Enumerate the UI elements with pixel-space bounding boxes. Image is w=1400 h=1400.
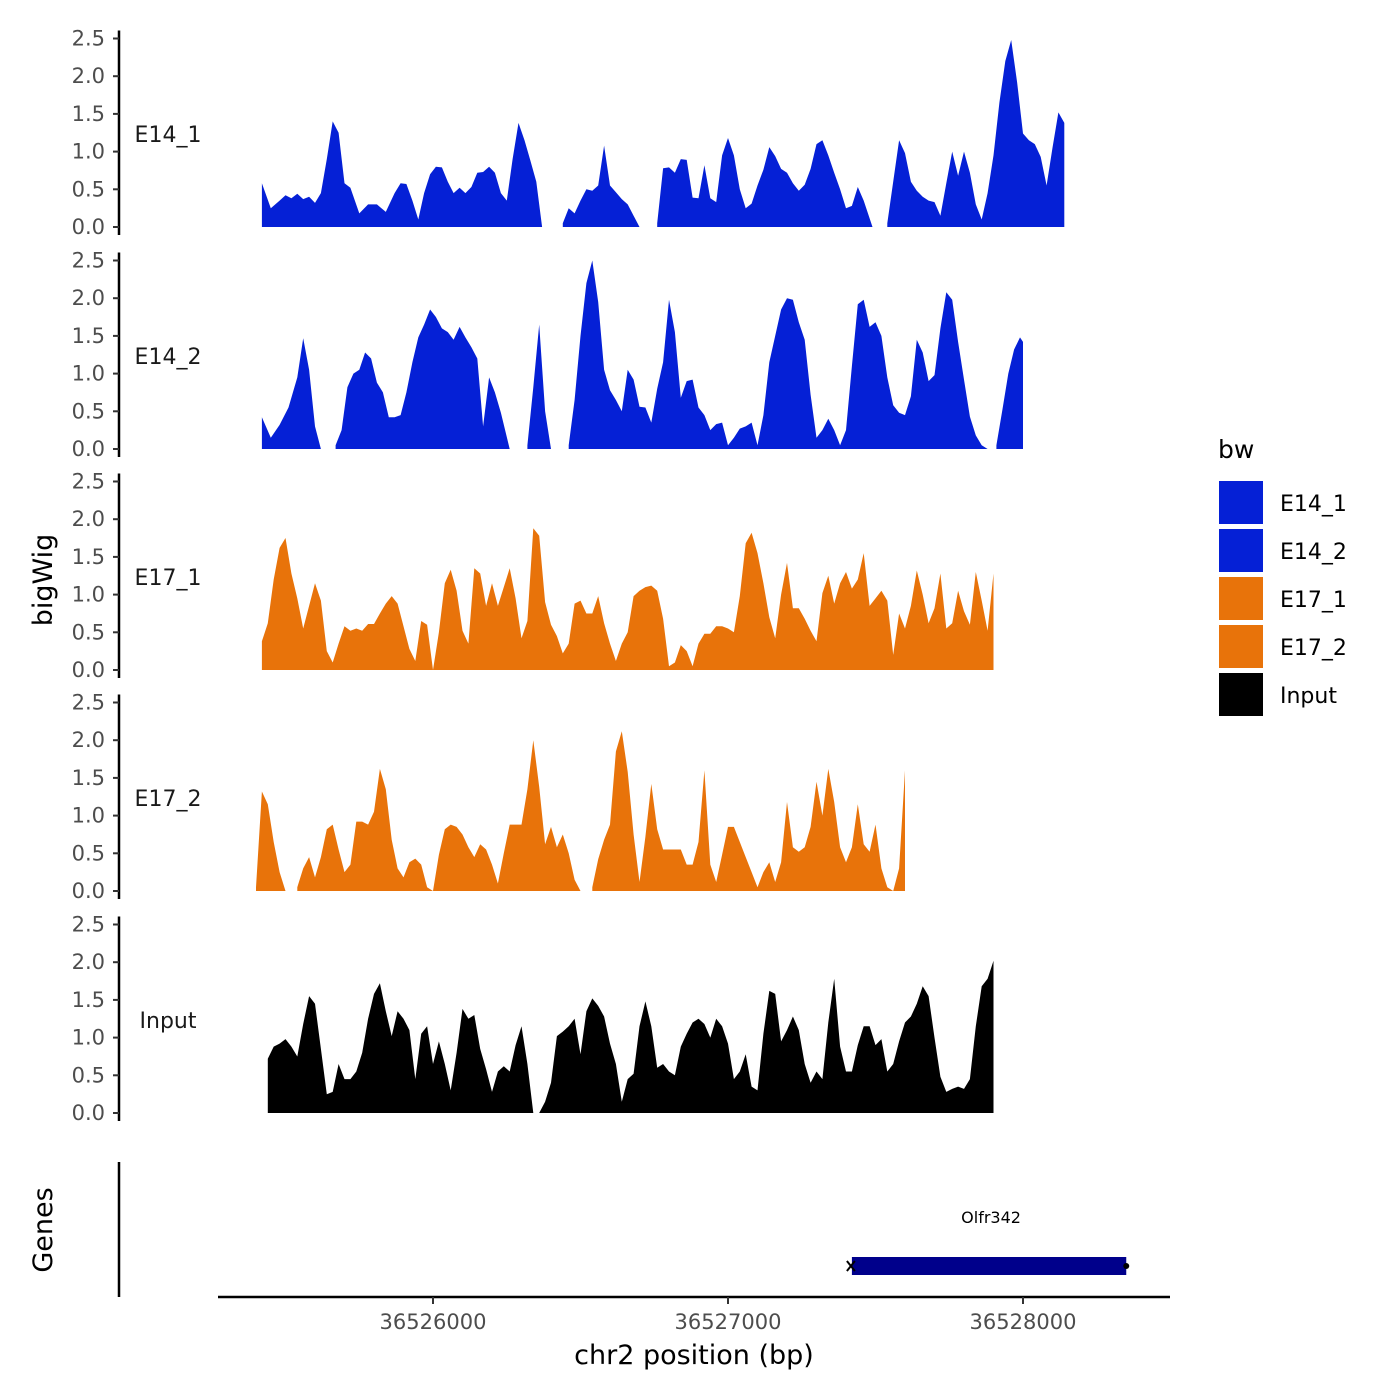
x-tick-label: 36528000 (970, 1310, 1077, 1334)
gene-end-marker (1123, 1263, 1130, 1269)
track-E17_1: 0.0 0.5 1.0 1.5 2.0 2.5 E17_1 (72, 470, 994, 682)
legend: bw E14_1 E14_2 E17_1 E17_2 Input (1217, 435, 1347, 718)
y-tick-label: 1.5 (72, 545, 105, 569)
track-label: Input (140, 1009, 197, 1034)
legend-swatch (1217, 671, 1265, 718)
y-tick-label: 1.0 (72, 362, 105, 386)
track-label: E17_2 (135, 787, 202, 812)
legend-item: E14_2 (1217, 527, 1347, 574)
track-Input: 0.0 0.5 1.0 1.5 2.0 2.5 Input (72, 913, 994, 1125)
coverage-area-E14_1 (261, 40, 1065, 227)
y-tick-label: 2.0 (72, 728, 105, 752)
y-tick-label: 0.0 (72, 1101, 105, 1125)
coverage-area-E17_2 (256, 731, 905, 891)
y-tick-label: 2.5 (72, 913, 105, 937)
y-tick-label: 1.5 (72, 324, 105, 348)
y-tick-label: 0.0 (72, 437, 105, 461)
x-axis-title: chr2 position (bp) (574, 1340, 814, 1371)
track-E14_1: 0.0 0.5 1.0 1.5 2.0 2.5 E14_1 (72, 27, 1065, 239)
gene-track: Olfr342 (117, 1162, 1130, 1297)
track-E17_2: 0.0 0.5 1.0 1.5 2.0 2.5 E17_2 (72, 691, 905, 903)
y-tick-label: 2.0 (72, 286, 105, 310)
x-tick-label: 36526000 (380, 1310, 487, 1334)
y-tick-label: 2.0 (72, 64, 105, 88)
y-tick-label: 0.5 (72, 1063, 105, 1087)
legend-title: bw (1218, 435, 1254, 464)
track-label: E14_1 (135, 123, 202, 148)
coverage-area-Input (267, 960, 994, 1113)
legend-item: E17_2 (1217, 623, 1347, 670)
gene-body (851, 1257, 1127, 1275)
track-E14_2: 0.0 0.5 1.0 1.5 2.0 2.5 E14_2 (72, 249, 1023, 461)
x-tick-label: 36527000 (675, 1310, 782, 1334)
y-tick-label: 1.0 (72, 583, 105, 607)
y-tick-label: 0.0 (72, 658, 105, 682)
y-tick-label: 0.5 (72, 620, 105, 644)
gene-start-marker (846, 1260, 856, 1272)
y-tick-label: 2.0 (72, 950, 105, 974)
y-tick-label: 1.0 (72, 140, 105, 164)
y-tick-label: 2.5 (72, 691, 105, 715)
y-tick-label: 0.0 (72, 215, 105, 239)
y-tick-label: 1.5 (72, 766, 105, 790)
y-tick-label: 0.5 (72, 399, 105, 423)
y-tick-label: 0.5 (72, 841, 105, 865)
y-axis-title: bigWig (28, 534, 59, 627)
legend-label: E17_1 (1280, 588, 1347, 613)
y-tick-label: 2.0 (72, 507, 105, 531)
genes-axis-title: Genes (28, 1187, 59, 1272)
gene-label: Olfr342 (961, 1208, 1021, 1227)
legend-swatch (1217, 527, 1265, 574)
y-tick-label: 2.5 (72, 27, 105, 51)
y-tick-label: 1.0 (72, 1026, 105, 1050)
legend-label: E14_2 (1280, 540, 1347, 565)
y-tick-label: 2.5 (72, 249, 105, 273)
legend-item: Input (1217, 671, 1337, 718)
y-tick-label: 0.0 (72, 879, 105, 903)
legend-swatch (1217, 479, 1265, 526)
legend-label: Input (1280, 684, 1337, 709)
y-tick-label: 1.5 (72, 102, 105, 126)
y-tick-label: 2.5 (72, 470, 105, 494)
legend-label: E14_1 (1280, 492, 1347, 517)
coverage-area-E14_2 (261, 260, 1023, 449)
x-axis-ticks: 36526000 36527000 36528000 (380, 1297, 1077, 1334)
legend-item: E14_1 (1217, 479, 1347, 526)
y-tick-label: 0.5 (72, 177, 105, 201)
legend-item: E17_1 (1217, 575, 1347, 622)
track-label: E14_2 (135, 345, 202, 370)
y-tick-label: 1.5 (72, 988, 105, 1012)
track-panels: 0.0 0.5 1.0 1.5 2.0 2.5 E14_1 0.0 0.5 1.0 1.5 2.0 2.… (72, 27, 1065, 1125)
legend-label: E17_2 (1280, 636, 1347, 661)
y-tick-label: 1.0 (72, 804, 105, 828)
track-label: E17_1 (135, 566, 202, 591)
legend-swatch (1217, 623, 1265, 670)
coverage-area-E17_1 (261, 528, 994, 670)
legend-swatch (1217, 575, 1265, 622)
